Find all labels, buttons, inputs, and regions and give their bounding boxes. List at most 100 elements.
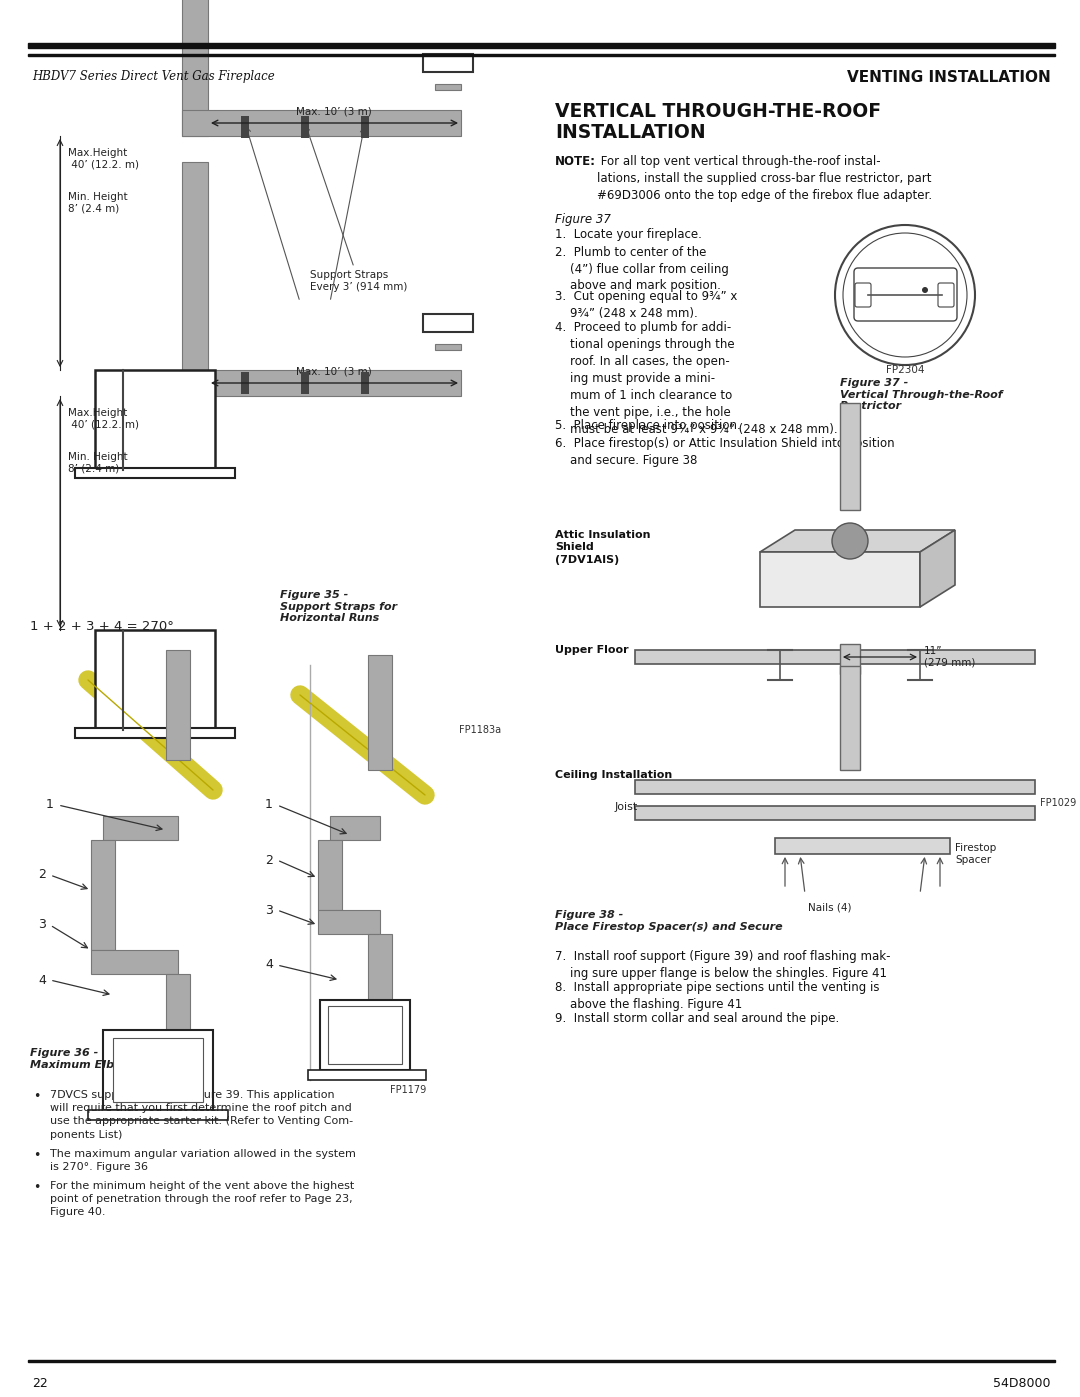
- Text: 8.  Install appropriate pipe sections until the venting is
    above the flashin: 8. Install appropriate pipe sections unt…: [555, 981, 879, 1011]
- Text: Max.Height
 40’ (12.2. m): Max.Height 40’ (12.2. m): [68, 148, 139, 169]
- Bar: [308, 1070, 426, 1080]
- Text: 3: 3: [38, 918, 45, 932]
- Text: 2: 2: [38, 869, 45, 882]
- Bar: [435, 344, 461, 351]
- Bar: [95, 370, 215, 469]
- Text: Figure 37: Figure 37: [555, 212, 611, 226]
- Text: Figure 38 -
Place Firestop Spacer(s) and Secure: Figure 38 - Place Firestop Spacer(s) and…: [555, 909, 783, 932]
- Text: 4: 4: [38, 974, 45, 986]
- Text: FP1179: FP1179: [390, 1085, 427, 1095]
- Bar: [840, 402, 860, 510]
- FancyBboxPatch shape: [855, 284, 870, 307]
- Bar: [301, 116, 309, 138]
- Bar: [95, 630, 215, 731]
- Text: Ceiling Installation: Ceiling Installation: [555, 770, 672, 780]
- Text: For all top vent vertical through-the-roof instal-
lations, install the supplied: For all top vent vertical through-the-ro…: [597, 155, 932, 203]
- Text: 1.  Locate your fireplace.: 1. Locate your fireplace.: [555, 228, 702, 242]
- Bar: [183, 0, 208, 136]
- Bar: [166, 974, 190, 1030]
- Bar: [166, 650, 190, 760]
- Polygon shape: [920, 529, 955, 608]
- Bar: [368, 655, 392, 770]
- Bar: [840, 666, 860, 770]
- Text: 9.  Install storm collar and seal around the pipe.: 9. Install storm collar and seal around …: [555, 1011, 839, 1025]
- Text: Max.Height
 40’ (12.2. m): Max.Height 40’ (12.2. m): [68, 408, 139, 430]
- FancyBboxPatch shape: [854, 268, 957, 321]
- Bar: [318, 840, 342, 909]
- Text: 6.  Place firestop(s) or Attic Insulation Shield into position
    and secure. F: 6. Place firestop(s) or Attic Insulation…: [555, 437, 894, 467]
- Bar: [361, 116, 369, 138]
- Text: 2.  Plumb to center of the
    (4”) flue collar from ceiling
    above and mark : 2. Plumb to center of the (4”) flue coll…: [555, 246, 729, 292]
- Text: For the minimum height of the vent above the highest
point of penetration throug: For the minimum height of the vent above…: [50, 1180, 354, 1217]
- Bar: [361, 372, 369, 394]
- Text: 1 + 2 + 3 + 4 = 270°: 1 + 2 + 3 + 4 = 270°: [30, 620, 174, 633]
- Text: •: •: [33, 1180, 40, 1194]
- Bar: [635, 780, 1035, 793]
- Bar: [91, 950, 178, 974]
- Circle shape: [922, 286, 928, 293]
- Circle shape: [835, 225, 975, 365]
- Text: Figure 35 -
Support Straps for
Horizontal Runs: Figure 35 - Support Straps for Horizonta…: [280, 590, 397, 623]
- FancyBboxPatch shape: [939, 284, 954, 307]
- Text: 54D8000: 54D8000: [994, 1377, 1051, 1390]
- Bar: [183, 370, 461, 395]
- Bar: [183, 162, 208, 395]
- Bar: [28, 43, 1055, 47]
- Bar: [840, 644, 860, 673]
- Text: 3.  Cut opening equal to 9¾” x
    9¾” (248 x 248 mm).: 3. Cut opening equal to 9¾” x 9¾” (248 x…: [555, 291, 738, 320]
- Bar: [423, 54, 473, 73]
- Text: Firestop
Spacer: Firestop Spacer: [955, 842, 996, 865]
- Text: 22: 22: [32, 1377, 48, 1390]
- Text: Joist: Joist: [615, 802, 638, 812]
- Text: The maximum angular variation allowed in the system
is 270°. Figure 36: The maximum angular variation allowed in…: [50, 1148, 356, 1172]
- Bar: [183, 110, 461, 136]
- Bar: [635, 650, 1035, 664]
- Bar: [75, 468, 235, 478]
- Text: 1: 1: [265, 799, 273, 812]
- Bar: [318, 909, 380, 935]
- Circle shape: [832, 522, 868, 559]
- Text: Min. Height
8’ (2.4 m): Min. Height 8’ (2.4 m): [68, 191, 127, 214]
- Text: FP1029: FP1029: [1040, 798, 1077, 807]
- Text: Upper Floor: Upper Floor: [555, 645, 629, 655]
- Text: Figure 36 -
Maximum Elbow Usage: Figure 36 - Maximum Elbow Usage: [30, 1048, 175, 1070]
- Text: NOTE:: NOTE:: [555, 155, 596, 168]
- Bar: [241, 116, 249, 138]
- Bar: [320, 1000, 410, 1070]
- Bar: [423, 314, 473, 332]
- Bar: [775, 838, 950, 854]
- Text: Max. 10’ (3 m): Max. 10’ (3 m): [296, 108, 372, 117]
- Circle shape: [843, 233, 967, 358]
- Polygon shape: [760, 552, 920, 608]
- Text: Support Straps
Every 3’ (914 mm): Support Straps Every 3’ (914 mm): [306, 127, 407, 292]
- Text: Figure 37 -
Vertical Through-the-Roof
Restrictor: Figure 37 - Vertical Through-the-Roof Re…: [840, 379, 1002, 411]
- Bar: [328, 1006, 402, 1065]
- Text: FP2304: FP2304: [886, 365, 924, 374]
- Bar: [28, 1361, 1055, 1362]
- Text: HBDV7 Series Direct Vent Gas Fireplace: HBDV7 Series Direct Vent Gas Fireplace: [32, 70, 274, 82]
- Text: 4: 4: [265, 958, 273, 971]
- Bar: [635, 806, 1035, 820]
- Text: Attic Insulation
Shield
(7DV1AIS): Attic Insulation Shield (7DV1AIS): [555, 529, 650, 564]
- Bar: [330, 816, 380, 840]
- Text: 2: 2: [265, 854, 273, 866]
- Text: 4.  Proceed to plumb for addi-
    tional openings through the
    roof. In all : 4. Proceed to plumb for addi- tional ope…: [555, 321, 838, 436]
- Text: Min. Height
8’ (2.4 m): Min. Height 8’ (2.4 m): [68, 453, 127, 474]
- Bar: [241, 372, 249, 394]
- Bar: [368, 935, 392, 1000]
- Bar: [103, 816, 178, 840]
- Text: 3: 3: [265, 904, 273, 916]
- Bar: [113, 1038, 203, 1102]
- Bar: [75, 728, 235, 738]
- Text: •: •: [33, 1090, 40, 1104]
- Text: 5.  Place fireplace into position.: 5. Place fireplace into position.: [555, 419, 741, 433]
- Polygon shape: [760, 529, 955, 552]
- Text: 1: 1: [46, 799, 54, 812]
- Text: 11”
(279 mm): 11” (279 mm): [924, 647, 975, 668]
- Bar: [91, 840, 114, 950]
- Bar: [87, 1111, 228, 1120]
- Text: Nails (4): Nails (4): [808, 902, 852, 912]
- Text: FP1183a: FP1183a: [459, 725, 501, 735]
- Text: VENTING INSTALLATION: VENTING INSTALLATION: [847, 70, 1051, 85]
- Bar: [301, 372, 309, 394]
